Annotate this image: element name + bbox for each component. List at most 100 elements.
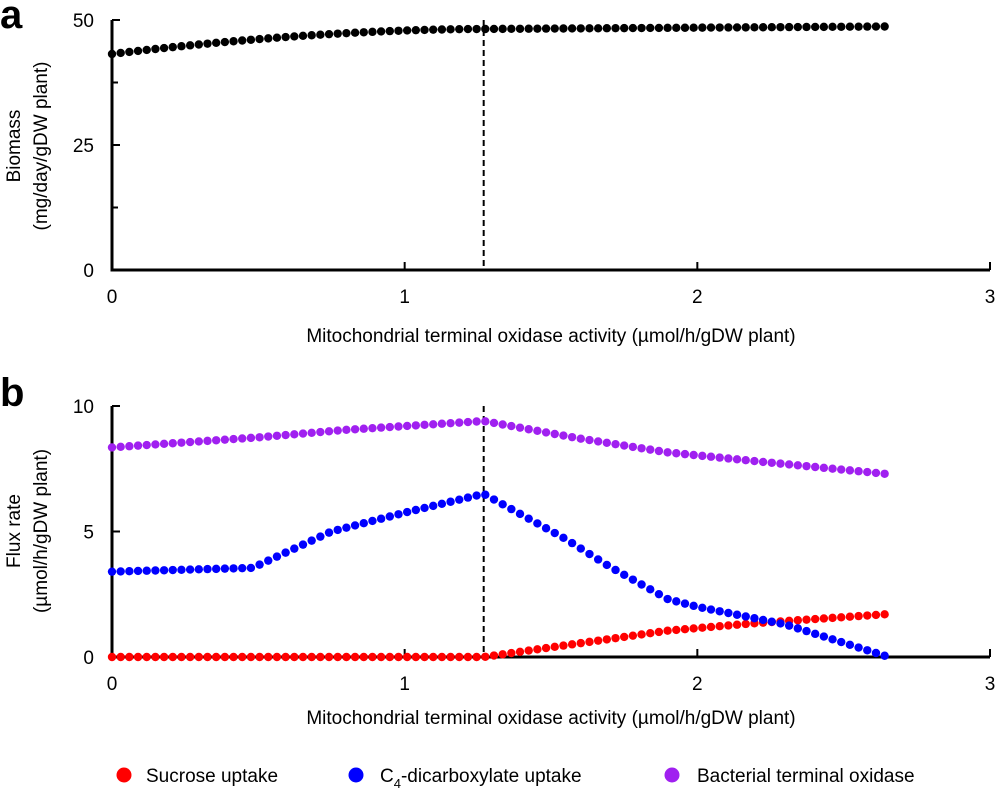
data-point: [654, 446, 664, 456]
data-point: [593, 555, 603, 564]
data-point: [342, 652, 351, 662]
data-point: [455, 24, 464, 34]
biomass-series-biomass: [107, 22, 889, 59]
data-point: [159, 439, 169, 449]
data-point: [177, 565, 186, 574]
data-point: [324, 652, 334, 662]
data-point: [168, 565, 177, 575]
data-point: [698, 623, 707, 632]
data-point: [567, 432, 577, 442]
data-point: [159, 566, 169, 575]
data-point: [793, 624, 803, 633]
data-point: [133, 566, 143, 576]
data-point: [489, 24, 499, 34]
data-point: [593, 24, 603, 33]
legend-swatch-c4: [348, 767, 364, 783]
data-point: [376, 423, 386, 432]
data-point: [559, 431, 568, 440]
data-point: [715, 607, 724, 616]
data-point: [524, 514, 533, 523]
data-point: [724, 23, 733, 32]
data-point: [758, 615, 768, 625]
data-point: [602, 438, 612, 448]
data-point: [689, 23, 698, 32]
data-point: [229, 434, 238, 444]
data-point: [116, 442, 125, 452]
legend-swatch-bacterial: [664, 767, 680, 783]
data-point: [159, 652, 169, 662]
data-point: [706, 452, 716, 461]
data-point: [472, 417, 481, 426]
data-point: [628, 442, 638, 452]
data-point: [238, 652, 247, 662]
data-point: [177, 438, 186, 447]
data-point: [402, 26, 412, 35]
data-point: [706, 23, 716, 32]
data-point: [810, 614, 820, 624]
data-point: [481, 490, 490, 499]
data-point: [619, 570, 629, 580]
data-point: [151, 566, 160, 575]
data-point: [550, 528, 559, 538]
data-point: [802, 615, 811, 624]
data-point: [863, 611, 872, 620]
data-point: [394, 422, 403, 431]
data-point: [672, 597, 681, 606]
data-point: [350, 28, 360, 37]
data-point: [307, 31, 316, 40]
data-point: [229, 652, 238, 662]
data-point: [819, 632, 829, 641]
data-point: [706, 622, 716, 632]
data-point: [333, 652, 342, 662]
data-point: [750, 614, 759, 623]
data-point: [559, 533, 568, 543]
data-point: [229, 564, 238, 573]
flux-y-axis-title-line2: (µmol/h/gDW plant): [31, 449, 52, 613]
data-point: [654, 627, 664, 637]
data-point: [290, 544, 299, 553]
data-point: [533, 426, 542, 436]
data-point: [515, 423, 525, 432]
data-point: [845, 22, 855, 31]
data-point: [507, 421, 516, 431]
data-point: [290, 652, 299, 662]
data-point: [524, 646, 533, 655]
data-point: [316, 30, 325, 39]
data-point: [698, 23, 707, 32]
data-point: [672, 23, 681, 32]
data-point: [680, 449, 690, 459]
panel-a-label: a: [0, 0, 23, 37]
data-point: [411, 505, 421, 515]
data-point: [402, 652, 412, 662]
data-point: [324, 29, 334, 39]
data-point: [281, 32, 290, 42]
legend-label-sucrose: Sucrose uptake: [146, 766, 278, 787]
data-point: [689, 601, 698, 611]
data-point: [533, 645, 542, 654]
data-point: [185, 41, 195, 50]
data-point: [324, 528, 334, 537]
data-point: [698, 603, 707, 613]
data-point: [750, 456, 759, 466]
data-point: [567, 24, 577, 33]
data-point: [559, 24, 568, 33]
data-point: [194, 565, 204, 574]
data-point: [394, 510, 403, 519]
data-point: [498, 420, 507, 429]
data-point: [793, 461, 803, 470]
data-point: [637, 580, 646, 589]
data-point: [437, 25, 447, 34]
data-point: [446, 497, 455, 506]
data-point: [567, 640, 577, 649]
data-point: [246, 563, 256, 573]
legend-label-c4: C4-dicarboxylate uptake: [380, 766, 582, 791]
data-point: [793, 22, 803, 32]
data-point: [185, 652, 195, 662]
data-point: [541, 428, 551, 437]
data-point: [142, 45, 151, 55]
data-point: [368, 27, 377, 37]
data-point: [776, 22, 785, 32]
data-point: [359, 28, 368, 37]
data-point: [819, 22, 829, 32]
data-point: [810, 462, 820, 472]
